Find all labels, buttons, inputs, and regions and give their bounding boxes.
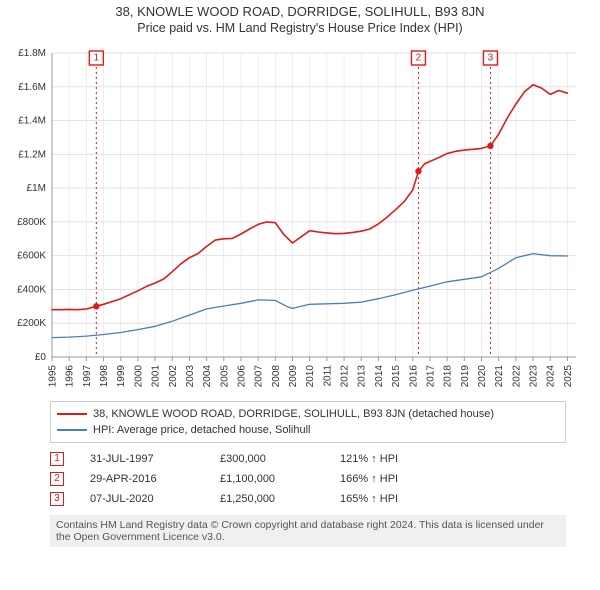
svg-text:2020: 2020 — [477, 365, 488, 388]
svg-text:2006: 2006 — [236, 365, 247, 388]
svg-text:2008: 2008 — [271, 365, 282, 388]
svg-text:1: 1 — [94, 53, 100, 64]
sale-marker: 1 — [50, 452, 64, 466]
svg-text:2015: 2015 — [391, 365, 402, 388]
legend-label: HPI: Average price, detached house, Soli… — [93, 422, 311, 438]
svg-text:2016: 2016 — [408, 365, 419, 388]
svg-text:£200K: £200K — [17, 318, 46, 329]
svg-text:2013: 2013 — [357, 365, 368, 388]
svg-text:1998: 1998 — [99, 365, 110, 388]
svg-text:£1.4M: £1.4M — [18, 116, 46, 127]
svg-text:£1.8M: £1.8M — [18, 48, 46, 59]
svg-text:2009: 2009 — [288, 365, 299, 388]
svg-text:£1.6M: £1.6M — [18, 82, 46, 93]
chart-title: 38, KNOWLE WOOD ROAD, DORRIDGE, SOLIHULL… — [8, 4, 592, 19]
sale-date: 29-APR-2016 — [90, 469, 220, 489]
legend-item: 38, KNOWLE WOOD ROAD, DORRIDGE, SOLIHULL… — [57, 406, 559, 422]
sale-marker: 3 — [50, 492, 64, 506]
svg-text:1997: 1997 — [82, 365, 93, 388]
sale-date: 31-JUL-1997 — [90, 449, 220, 469]
sale-hpi-delta: 121% ↑ HPI — [340, 449, 460, 469]
legend-swatch — [57, 413, 87, 415]
sale-price: £300,000 — [220, 449, 340, 469]
sale-row: 3 07-JUL-2020£1,250,000165% ↑ HPI — [50, 489, 566, 509]
svg-text:2007: 2007 — [254, 365, 265, 388]
svg-text:2000: 2000 — [133, 365, 144, 388]
svg-text:2019: 2019 — [460, 365, 471, 388]
sale-hpi-delta: 165% ↑ HPI — [340, 489, 460, 509]
svg-text:2004: 2004 — [202, 365, 213, 388]
line-chart: £0 £200K £400K £600K £800K £1M £1.2M £1.4M £1.6M… — [0, 37, 600, 397]
legend-swatch — [57, 429, 87, 431]
sale-row: 2 29-APR-2016£1,100,000166% ↑ HPI — [50, 469, 566, 489]
svg-text:£400K: £400K — [17, 284, 46, 295]
svg-text:2025: 2025 — [563, 365, 574, 388]
svg-text:2014: 2014 — [374, 365, 385, 388]
sales-table: 1 31-JUL-1997£300,000121% ↑ HPI 2 29-APR-20… — [50, 449, 566, 509]
svg-text:£1.2M: £1.2M — [18, 149, 46, 160]
sale-row: 1 31-JUL-1997£300,000121% ↑ HPI — [50, 449, 566, 469]
svg-text:2003: 2003 — [185, 365, 196, 388]
svg-text:2018: 2018 — [443, 365, 454, 388]
sale-price: £1,100,000 — [220, 469, 340, 489]
svg-text:£800K: £800K — [17, 217, 46, 228]
svg-text:2002: 2002 — [168, 365, 179, 388]
chart-subtitle: Price paid vs. HM Land Registry's House … — [8, 21, 592, 35]
license-footer: Contains HM Land Registry data © Crown c… — [50, 515, 566, 547]
svg-text:2005: 2005 — [219, 365, 230, 388]
legend-label: 38, KNOWLE WOOD ROAD, DORRIDGE, SOLIHULL… — [93, 406, 494, 422]
svg-text:2022: 2022 — [511, 365, 522, 388]
svg-text:£0: £0 — [35, 352, 47, 363]
svg-text:2017: 2017 — [425, 365, 436, 388]
svg-text:1999: 1999 — [116, 365, 127, 388]
svg-text:2001: 2001 — [151, 365, 162, 388]
sale-marker: 2 — [50, 472, 64, 486]
sale-price: £1,250,000 — [220, 489, 340, 509]
svg-text:2011: 2011 — [322, 365, 333, 387]
svg-text:2023: 2023 — [529, 365, 540, 388]
svg-text:3: 3 — [488, 53, 494, 64]
svg-text:2012: 2012 — [340, 365, 351, 388]
svg-text:1996: 1996 — [65, 365, 76, 388]
legend-item: HPI: Average price, detached house, Soli… — [57, 422, 559, 438]
legend: 38, KNOWLE WOOD ROAD, DORRIDGE, SOLIHULL… — [50, 401, 566, 443]
sale-date: 07-JUL-2020 — [90, 489, 220, 509]
sale-hpi-delta: 166% ↑ HPI — [340, 469, 460, 489]
svg-text:£600K: £600K — [17, 251, 46, 262]
svg-text:1995: 1995 — [48, 365, 59, 388]
svg-text:2024: 2024 — [546, 365, 557, 388]
svg-text:2021: 2021 — [494, 365, 505, 388]
svg-text:2010: 2010 — [305, 365, 316, 388]
svg-text:2: 2 — [416, 53, 422, 64]
svg-text:£1M: £1M — [27, 183, 46, 194]
chart-area: £0 £200K £400K £600K £800K £1M £1.2M £1.4M £1.6M… — [0, 37, 600, 397]
